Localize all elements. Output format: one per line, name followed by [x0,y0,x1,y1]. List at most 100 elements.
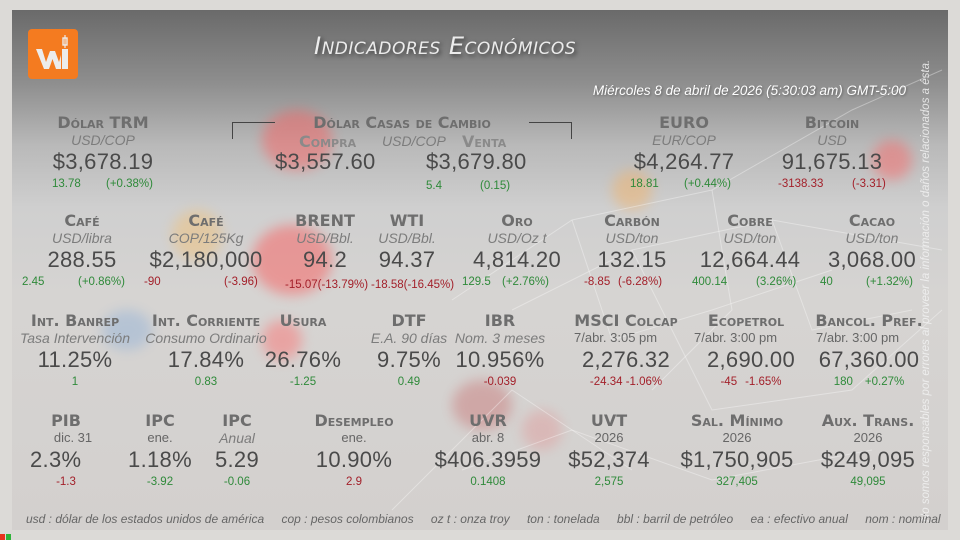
indicator-value: 1.18% [128,447,192,472]
indicator-salario-minimo: Sal. Mínimo 2026 $1,750,905 327,405 [674,412,800,490]
indicator-value: 288.55 [47,247,117,272]
indicator-desempleo: Desempleo ene. 10.90% 2.9 [302,412,406,490]
change-value: -18.58 [371,279,404,291]
indicator-int-banrep: Int. Banrep Tasa Intervención 11.25% 1 [20,312,130,390]
indicator-name: EURO [659,113,709,132]
indicator-name: Sal. Mínimo [690,411,784,430]
bracket-right [529,122,572,139]
indicator-bitcoin: Bitcoin USD 91,675.13 -3138.33 (-3.31) [772,114,892,192]
change-percent: (0.15) [480,180,511,192]
indicator-name: Int. Banrep [30,311,120,330]
change-percent: (+1.32%) [866,276,913,288]
indicator-change: 129.5 (+2.76%) [462,274,572,290]
change-percent: +0.27% [864,376,905,388]
indicator-trm: Dólar TRM USD/COP $3,678.19 13.78 (+0.38%… [48,114,158,192]
legend-usd: usd : dólar de los estados unidos de amé… [26,512,265,526]
indicator-change: 0.83 [194,376,218,388]
indicator-wti: WTI USD/Bbl. 94.37 [367,212,447,274]
change-percent: (+0.44%) [684,178,731,190]
indicator-period: 2026 [853,430,883,445]
indicator-name: Dólar Casas de Cambio [313,113,491,132]
change-value: 13.78 [52,178,81,190]
indicator-change: -0.039 [483,376,517,388]
indicator-value: $4,264.77 [633,149,735,174]
indicator-change: -0.06 [223,476,251,488]
indicator-period: dic. 31 [53,430,93,445]
change-percent: (-16.45%) [403,279,455,291]
indicator-name: DTF [391,311,427,330]
indicator-change: 400.14 (3.26%) [692,274,808,290]
indicator-unit: USD/Oz t [487,230,547,246]
venta-value: $3,679.80 [426,149,527,174]
indicator-cacao: Cacao USD/ton 3,068.00 40 (+1.32%) [820,212,924,290]
indicator-change: 180 +0.27% [812,374,926,390]
indicator-change: -3138.33 (-3.31) [772,176,892,192]
bokeh-decoration [262,110,332,170]
indicator-ipc-anual: IPC Anual 5.29 -0.06 [204,412,270,490]
legend-cop: cop : pesos colombianos [281,512,414,526]
indicator-timestamp: 7/abr. 3:05 pm [574,330,658,345]
indicator-name: Desempleo [314,411,394,430]
casas-change: 5.4 (0.15) [426,178,510,194]
change-percent: (+2.76%) [502,276,549,288]
indicator-period: 2026 [722,430,752,445]
indicator-change: 49,095 [850,476,886,488]
bokeh-decoration [172,210,222,260]
indicator-unit: USD/COP [71,132,135,148]
indicator-name: IPC [145,411,175,430]
indicator-unit: USD/ton [723,230,777,246]
indicator-unit: E.A. 90 días [370,330,448,346]
indicator-uvr: UVR abr. 8 $406.3959 0.1408 [426,412,550,490]
indicator-name: BRENT [295,211,355,230]
indicator-change: 2,575 [594,476,624,488]
indicator-name: Cobre [727,211,773,230]
indicator-change: -45 -1.65% [694,374,798,390]
indicator-name: PIB [51,411,81,430]
indicators-panel: Indicadores Económicos Miércoles 8 de ab… [12,10,948,530]
network-lines-decoration [391,69,943,511]
change-percent: (-3.31) [852,178,886,190]
indicator-value: 67,360.00 [818,347,920,372]
indicator-ibr: IBR Nom. 3 meses 10.956% -0.039 [452,312,548,390]
change-value: 2.45 [22,276,45,288]
indicator-change: -1.3 [56,476,76,488]
legend-oz: oz t : onza troy [430,512,510,526]
change-value: 5.4 [426,180,442,192]
indicator-change: 1 [71,376,79,388]
status-indicator-red [0,534,5,540]
indicator-change: 2.9 [346,476,362,488]
indicator-value: $3,678.19 [52,149,154,174]
bokeh-decoration [102,310,152,350]
brent-change: -15.07(-13.79%) [285,277,368,293]
indicator-name: Café [64,211,100,230]
change-value: -90 [144,276,161,288]
indicator-casas-de-cambio: Dólar Casas de Cambio [262,114,542,132]
indicator-cobre: Cobre USD/ton 12,664.44 400.14 (3.26%) [692,212,808,290]
indicator-change: -90 (-3.96) [144,274,268,290]
indicator-value: 5.29 [214,447,260,472]
indicator-name: Aux. Trans. [821,411,915,430]
change-value: 40 [820,276,833,288]
indicator-value: 9.75% [377,347,441,372]
bracket-left [232,122,275,139]
indicator-unit: Tasa Intervención [20,330,130,346]
indicator-value: 17.84% [167,347,245,372]
venta-label: Venta [462,132,507,151]
indicator-name: Cacao [848,211,896,230]
indicator-timestamp: 7/abr. 3:00 pm [694,330,778,345]
indicator-timestamp: 7/abr. 3:00 pm [816,330,900,345]
indicator-name: Ecopetrol [707,311,785,330]
casas-unit: USD/COP [382,133,446,149]
indicator-msci-colcap: MSCI Colcap 7/abr. 3:05 pm 2,276.32 -24.… [568,312,684,390]
indicator-unit: USD/ton [605,230,659,246]
indicator-name: UVR [469,411,507,430]
indicator-value: $1,750,905 [680,447,794,472]
indicator-unit: USD/libra [52,230,112,246]
indicator-unit: Consumo Ordinario [145,330,267,346]
indicator-value: 10.956% [455,347,545,372]
wti-change: -18.58(-16.45%) [371,277,454,293]
indicator-value: 10.90% [315,447,393,472]
indicator-period: Anual [219,430,255,446]
indicator-unit: EUR/COP [652,132,716,148]
indicator-value: 94.2 [302,247,348,272]
